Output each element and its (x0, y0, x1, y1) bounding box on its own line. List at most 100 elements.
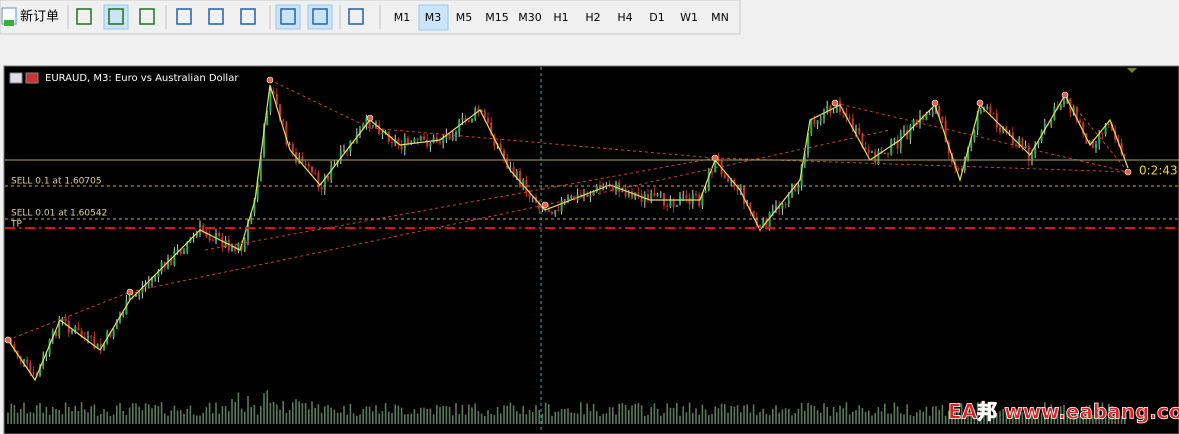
candle-body (503, 150, 505, 159)
timeframe-button[interactable]: M5 (456, 11, 473, 24)
timeframe-button[interactable]: W1 (680, 11, 698, 24)
candle-body (695, 194, 697, 196)
trade-marker (366, 114, 374, 122)
volume-bar (727, 412, 729, 424)
volume-bar (932, 406, 934, 424)
candle-body (176, 249, 179, 252)
toolbar-button[interactable] (348, 8, 364, 25)
volume-bar (368, 406, 371, 424)
timeframe-button[interactable]: H1 (553, 11, 568, 24)
candle-body (58, 321, 61, 336)
volume-bar (490, 413, 492, 424)
timeframe-button[interactable]: M3 (418, 4, 449, 31)
trade-marker (126, 288, 134, 296)
volume-bar (186, 408, 188, 424)
timeframe-button[interactable]: M30 (518, 11, 542, 24)
order-label: SELL 0.1 at 1.60705 (11, 177, 102, 187)
volume-bar (660, 415, 662, 424)
candle-body (787, 196, 790, 205)
volume-bar (634, 403, 636, 424)
volume-bar (474, 403, 476, 424)
volume-bar (1069, 408, 1072, 424)
volume-bar (436, 404, 438, 424)
volume-bar (176, 410, 179, 424)
candle-body (1050, 119, 1053, 125)
candle-body (707, 171, 710, 191)
volume-bar (1072, 413, 1075, 424)
candle-body (874, 151, 877, 164)
timeframe-button[interactable]: D1 (649, 11, 664, 24)
candle-body (144, 284, 147, 288)
toolbar-button[interactable] (176, 8, 192, 25)
candle-body (173, 251, 176, 266)
volume-bar (333, 409, 336, 424)
chart-title: EURAUD, M3: Euro vs Australian Dollar (45, 73, 239, 84)
trade-line (834, 102, 1129, 173)
candle-body (848, 117, 851, 119)
timeframe-button[interactable]: H4 (617, 11, 632, 24)
candle-body (211, 240, 214, 242)
button-icon (176, 8, 192, 25)
candle-body (515, 171, 518, 177)
candle-body (439, 142, 441, 144)
timeframe-button[interactable]: M1 (394, 11, 411, 24)
trade-line (369, 127, 716, 159)
timeframe-label: H1 (553, 11, 568, 24)
timeframe-label: M1 (394, 11, 411, 24)
volume-bar (407, 413, 409, 424)
volume-bar (288, 409, 291, 424)
candle-body (551, 211, 553, 214)
candle-body (1111, 124, 1113, 131)
candle-body (400, 144, 403, 150)
candle-body (816, 120, 819, 125)
volume-bar (829, 415, 832, 424)
shift-marker (1127, 68, 1137, 73)
volume-bar (343, 405, 345, 424)
volume-bar (509, 402, 512, 424)
candle-body (867, 149, 870, 153)
volume-bar (1015, 409, 1017, 424)
candle-body (995, 113, 998, 128)
candle-body (320, 187, 323, 190)
candle-body (112, 329, 115, 337)
volume-bar (71, 410, 73, 424)
timeframe-button[interactable]: MN (711, 11, 729, 24)
volume-bar (912, 415, 915, 424)
volume-bar (125, 415, 128, 424)
toolbar-button[interactable] (275, 4, 301, 30)
candle-body (314, 172, 317, 174)
toolbar-button[interactable] (103, 4, 129, 30)
candle-body (87, 335, 89, 338)
candle-body (1037, 141, 1040, 145)
volume-bar (112, 414, 115, 424)
trade-line (204, 157, 716, 251)
volume-bar (426, 408, 428, 424)
candle-body (464, 117, 467, 121)
toolbar-button[interactable] (76, 8, 92, 25)
candle-body (1079, 120, 1081, 123)
volume-bar (781, 409, 784, 424)
button-icon (108, 8, 124, 25)
candle-body (883, 153, 886, 155)
candle-body (669, 200, 672, 207)
new-order-button[interactable]: 新订单 (1, 7, 59, 26)
timeframe-button[interactable]: M15 (485, 11, 509, 24)
timeframe-buttons: M1 M3 M5 M15 M30 H1 H2 H4 D1 W1 MN (394, 4, 729, 31)
toolbar-button[interactable] (208, 8, 224, 25)
volume-bar (1060, 406, 1062, 424)
candle-body (538, 202, 541, 210)
candle-body (973, 130, 976, 141)
watermark: EA邦 www.eabang.com (948, 400, 1179, 424)
volume-bar (122, 410, 124, 424)
volume-bar (583, 414, 585, 424)
candle-body (599, 186, 601, 190)
toolbar-button[interactable] (139, 8, 155, 25)
volume-bar (173, 405, 176, 424)
volume-bar (324, 406, 326, 424)
timeframe-button[interactable]: H2 (585, 11, 600, 24)
toolbar-button[interactable] (240, 8, 256, 25)
toolbar-button[interactable] (307, 4, 333, 30)
candle-body (1031, 154, 1033, 161)
volume-bar (775, 405, 777, 424)
